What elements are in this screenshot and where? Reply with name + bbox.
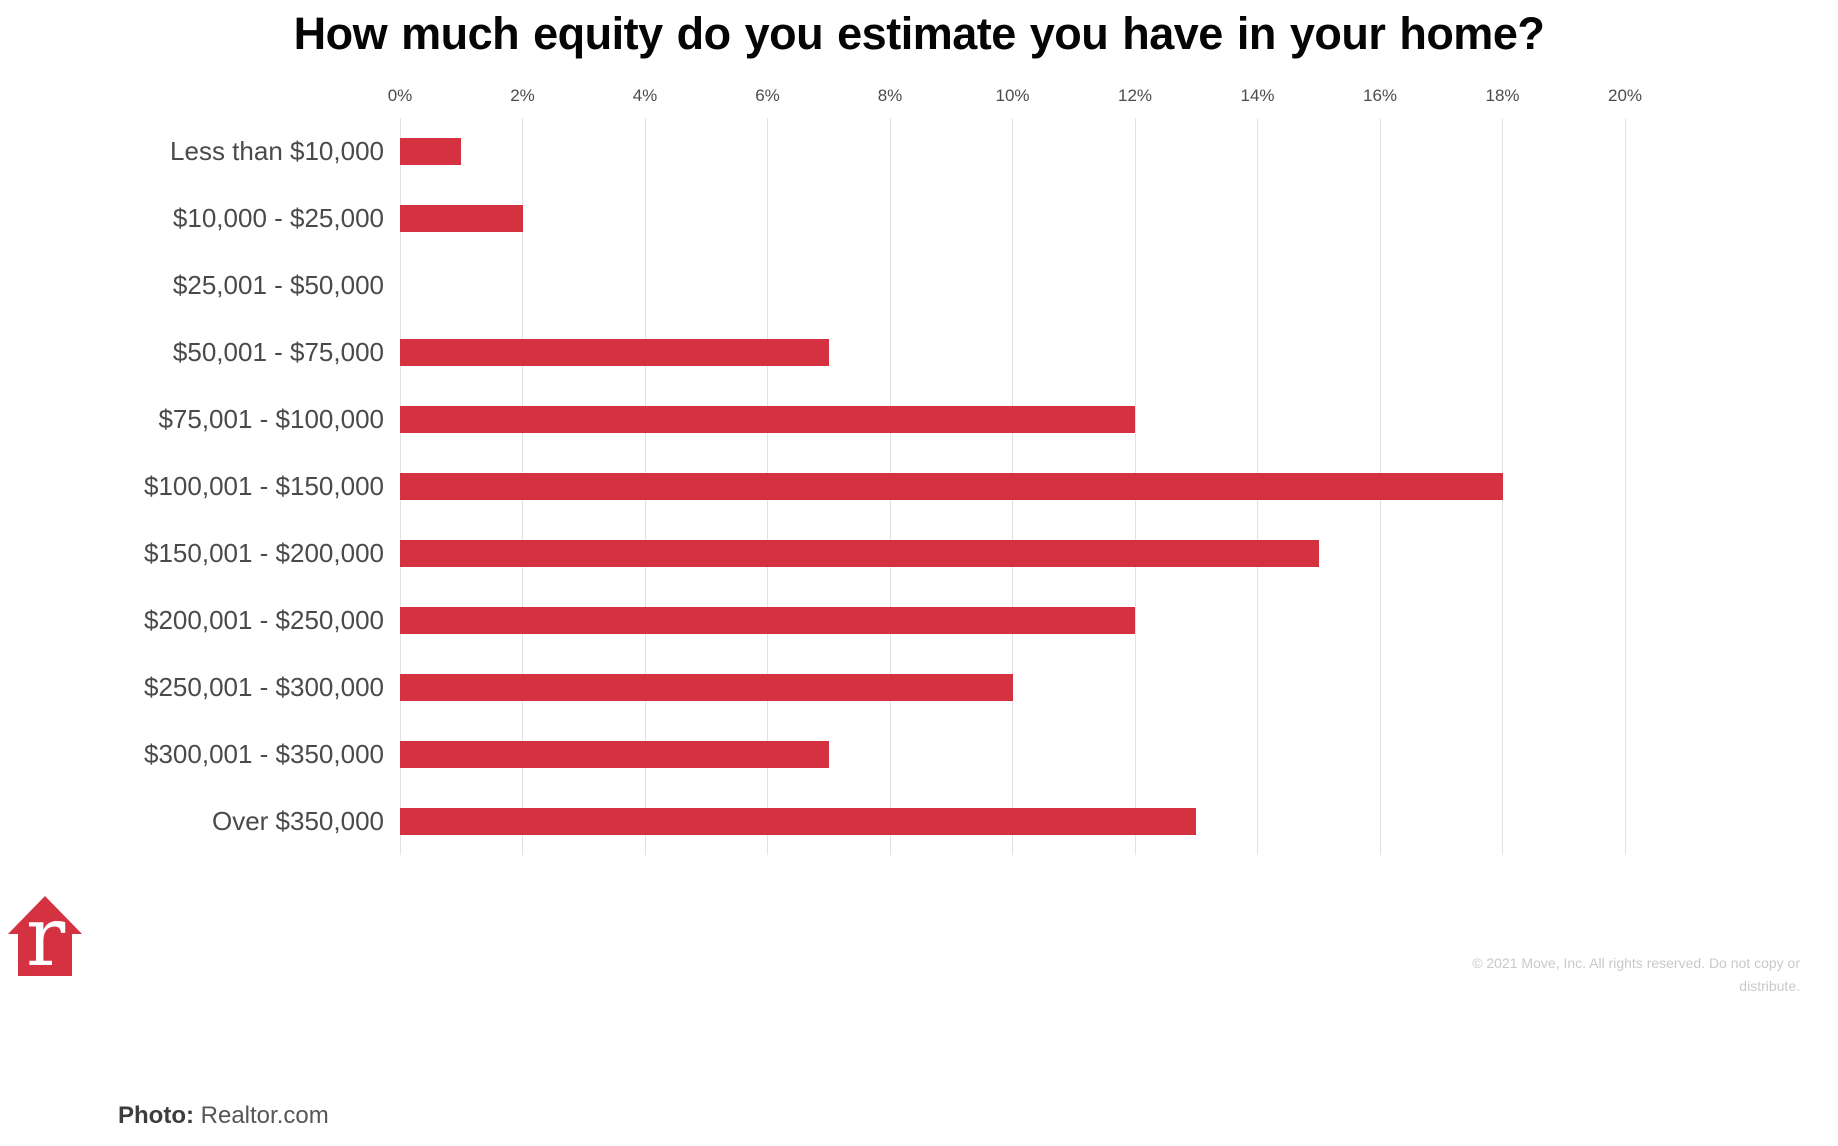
category-label: $50,001 - $75,000 [172,337,384,367]
category-label: $150,001 - $200,000 [144,538,384,568]
bar [400,808,1197,835]
x-axis-tick-label: 2% [510,86,535,105]
x-axis-tick-label: 10% [995,86,1030,105]
photo-credit-label: Photo: [118,1102,194,1129]
logo-house-roof [8,896,82,934]
chart-row: $75,001 - $100,000 [158,386,1625,453]
gridline [1624,118,1626,855]
chart-row: $300,001 - $350,000 [144,721,1625,788]
x-axis-tick-label: 6% [755,86,780,105]
x-axis-tick-label: 18% [1485,86,1520,105]
x-axis-tick-label: 0% [387,86,413,105]
x-axis-tick-label: 4% [632,86,658,105]
category-label: $250,001 - $300,000 [144,672,384,702]
chart-row: $50,001 - $75,000 [173,319,1625,386]
plot-area: 0% 2% 4% 6% 8% 10% 12% 14% 16% 18% 20% Less than $1… [144,86,1642,855]
bar [400,406,1135,433]
logo-letter-r: r [26,896,66,978]
category-label: $200,001 - $250,000 [144,605,384,635]
category-label: $25,001 - $50,000 [172,270,384,300]
category-label: Less than $10,000 [170,136,384,166]
bar [400,674,1013,701]
photo-credit-value: Realtor.com [193,1102,329,1129]
bar [400,473,1503,500]
category-label: Over $350,000 [211,806,384,836]
bar [400,138,462,165]
x-axis-tick-label: 20% [1607,86,1643,105]
bar [400,339,829,366]
bar [400,540,1319,567]
photo-credit: Photo: Realtor.com [118,1102,329,1130]
chart-row: $25,001 - $50,000 [173,252,1625,319]
logo-house-body [18,928,72,976]
bar [400,607,1135,634]
chart-row: Over $350,000 [212,788,1625,855]
category-label: $300,001 - $350,000 [144,739,384,769]
realtor-logo-house-icon: r [8,896,82,978]
bar [400,205,523,232]
x-axis-tick-label: 14% [1240,86,1275,105]
chart-title: How much equity do you estimate you have… [293,8,1545,59]
bar [400,741,829,768]
x-axis-tick-label: 12% [1117,86,1153,105]
category-label: $10,000 - $25,000 [172,203,384,233]
category-label: $100,001 - $150,000 [144,471,384,501]
chart-row: $150,001 - $200,000 [144,520,1625,587]
x-axis-tick-label: 16% [1362,86,1398,105]
category-label: $75,001 - $100,000 [158,404,384,434]
gridline [1502,118,1503,855]
x-axis-tick-label: 8% [877,86,903,105]
chart-row: $10,000 - $25,000 [173,185,1625,252]
copyright-notice: © 2021 Move, Inc. All rights reserved. D… [1472,955,1800,994]
chart-row: Less than $10,000 [170,118,1625,185]
chart-row: $250,001 - $300,000 [144,654,1625,721]
chart-row: $100,001 - $150,000 [144,453,1625,520]
chart-row: $200,001 - $250,000 [144,587,1625,654]
